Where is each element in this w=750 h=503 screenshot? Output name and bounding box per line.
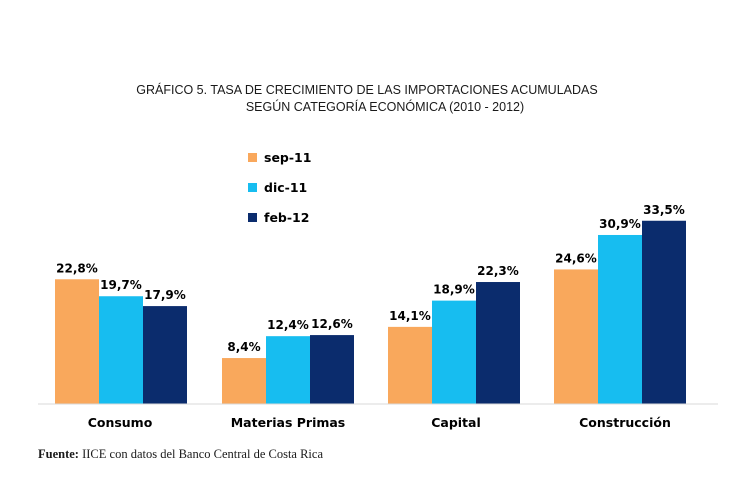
bar-sep-11-capital (388, 326, 432, 404)
data-label: 24,6% (555, 251, 597, 265)
data-label: 22,3% (477, 264, 519, 278)
chart-title: GRÁFICO 5. TASA DE CRECIMIENTO DE LAS IM… (136, 82, 597, 97)
legend-label: feb-12 (264, 210, 309, 225)
legend: sep-11 dic-11 feb-12 (248, 150, 311, 225)
chart-subtitle: SEGÚN CATEGORÍA ECONÓMICA (2010 - 2012) (246, 99, 524, 114)
data-label: 22,8% (56, 261, 98, 275)
data-label: 14,1% (389, 309, 431, 323)
legend-label: dic-11 (264, 180, 307, 195)
bar-sep-11-materias-primas (222, 358, 266, 404)
bar-dic-11-construcción (598, 234, 642, 404)
data-label: 12,6% (311, 317, 353, 331)
category-label: Consumo (88, 415, 153, 430)
data-label: 17,9% (144, 288, 186, 302)
category-label: Materias Primas (231, 415, 346, 430)
data-label: 33,5% (643, 203, 685, 217)
legend-swatch (248, 153, 257, 162)
source-note: Fuente: IICE con datos del Banco Central… (38, 447, 323, 462)
bar-dic-11-consumo (99, 296, 143, 404)
source-label: Fuente: (38, 447, 79, 461)
legend-label: sep-11 (264, 150, 311, 165)
bar-feb-12-consumo (143, 306, 187, 404)
bar-sep-11-consumo (55, 279, 99, 404)
bar-feb-12-construcción (642, 220, 686, 404)
data-label: 18,9% (433, 283, 475, 297)
legend-swatch (248, 183, 257, 192)
data-label: 12,4% (267, 318, 309, 332)
legend-swatch (248, 213, 257, 222)
bar-feb-12-capital (476, 282, 520, 404)
bar-feb-12-materias-primas (310, 335, 354, 404)
category-labels: Consumo Materias Primas Capital Construcció… (88, 415, 671, 430)
bar-dic-11-capital (432, 300, 476, 404)
data-label: 19,7% (100, 278, 142, 292)
data-label: 8,4% (227, 340, 260, 354)
data-label: 30,9% (599, 217, 641, 231)
category-label: Capital (431, 415, 481, 430)
bar-dic-11-materias-primas (266, 336, 310, 404)
bars-group: 22,8% 8,4% 14,1% 24,6% 19,7% 12,4% 18,9% 30,9% 1… (55, 203, 686, 404)
category-label: Construcción (579, 415, 671, 430)
bar-sep-11-construcción (554, 269, 598, 404)
source-text: IICE con datos del Banco Central de Cost… (78, 447, 323, 461)
